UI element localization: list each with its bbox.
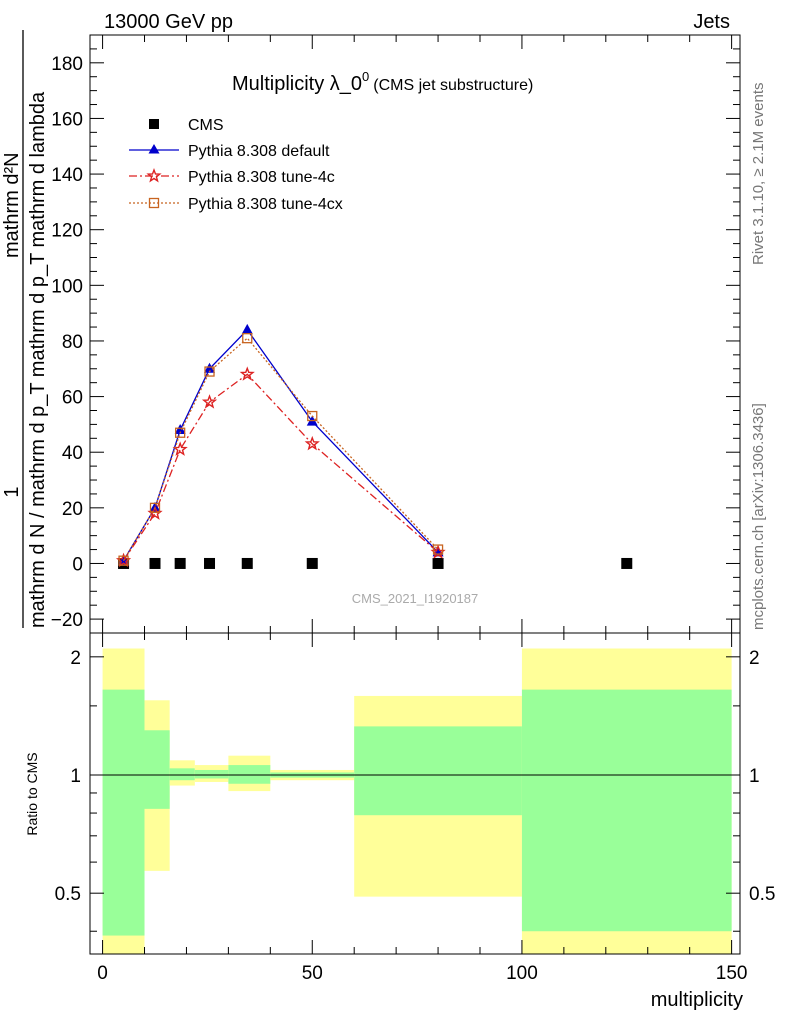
y-label-frac-numerator: mathrm d²N bbox=[1, 152, 23, 258]
main-y-axis: −20 0 20 40 60 80 100 120 140 160 180 bbox=[51, 34, 740, 631]
ratio-band-inner bbox=[102, 689, 145, 936]
default-point bbox=[241, 323, 253, 334]
ratio-x-axis: 0 50 100 150 bbox=[97, 633, 747, 984]
chart-title: Multiplicity λ_00(CMS jet substructure) bbox=[232, 69, 533, 95]
ratio-y-tick-label-right: 0.5 bbox=[749, 884, 775, 905]
x-tick-label: 100 bbox=[506, 963, 538, 984]
y-tick-label: 0 bbox=[72, 554, 83, 575]
legend-label-cms: CMS bbox=[188, 117, 224, 134]
y-tick-label: −20 bbox=[51, 610, 83, 631]
y-tick-label: 80 bbox=[62, 332, 83, 353]
ratio-plot: 0.5 0.5 1 1 2 2 0 50 100 150 bbox=[55, 632, 775, 984]
y-label-numerator-one: 1 bbox=[1, 486, 23, 497]
cms-point bbox=[204, 557, 216, 569]
x-tick-label: 150 bbox=[716, 963, 748, 984]
legend-marker-tune4c bbox=[146, 168, 162, 183]
tune4c-point bbox=[201, 394, 218, 409]
x-axis-label: multiplicity bbox=[651, 989, 743, 1011]
ratio-band-inner bbox=[194, 769, 229, 779]
legend-marker-default bbox=[148, 144, 160, 154]
series-line-2 bbox=[122, 373, 439, 562]
ratio-y-tick-label-right: 2 bbox=[749, 648, 760, 669]
series-line-1 bbox=[122, 328, 439, 562]
tune4c-point bbox=[172, 441, 188, 456]
tune4cx-point bbox=[118, 555, 129, 566]
ratio-y-tick-label: 1 bbox=[70, 766, 81, 787]
ratio-band-inner bbox=[521, 689, 732, 932]
y-tick-label: 120 bbox=[51, 221, 83, 242]
main-series bbox=[115, 323, 633, 569]
cms-point bbox=[174, 557, 186, 569]
tune4cx-point bbox=[307, 410, 318, 422]
energy-label: 13000 GeV pp bbox=[104, 11, 233, 33]
legend: CMS Pythia 8.308 default Pythia 8.308 tu… bbox=[129, 117, 343, 213]
ratio-band-inner bbox=[354, 726, 522, 816]
legend-label-tune4cx: Pythia 8.308 tune-4cx bbox=[188, 196, 343, 213]
rivet-label: Rivet 3.1.10, ≥ 2.1M events bbox=[750, 83, 767, 266]
jets-label: Jets bbox=[693, 11, 730, 33]
x-tick-label: 50 bbox=[302, 963, 323, 984]
ratio-y-tick-label-right: 1 bbox=[749, 766, 760, 787]
cms-point bbox=[306, 557, 318, 569]
y-label-denominator: mathrm d N / mathrm d p_T mathrm d p_T m… bbox=[27, 91, 49, 628]
ratio-y-axis: 0.5 0.5 1 1 2 2 bbox=[55, 648, 775, 932]
y-tick-label: 160 bbox=[51, 109, 83, 130]
legend-marker-tune4cx bbox=[148, 197, 160, 209]
y-tick-label: 20 bbox=[62, 499, 83, 520]
mcplots-label: mcplots.cern.ch [arXiv:1306.3436] bbox=[750, 403, 767, 630]
main-y-label: 1 mathrm d N / mathrm d p_T mathrm d p_T… bbox=[1, 30, 49, 628]
analysis-watermark: CMS_2021_I1920187 bbox=[352, 591, 479, 606]
ratio-y-tick-label: 0.5 bbox=[55, 884, 81, 905]
y-tick-label: 100 bbox=[51, 276, 83, 297]
legend-marker-cms bbox=[149, 119, 159, 129]
ratio-band-inner bbox=[228, 765, 271, 784]
cms-point bbox=[432, 557, 444, 569]
legend-item-default: Pythia 8.308 default bbox=[129, 143, 330, 160]
legend-item-tune4c: Pythia 8.308 tune-4c bbox=[129, 168, 335, 186]
y-tick-label: 40 bbox=[62, 443, 83, 464]
ratio-bands bbox=[102, 648, 732, 954]
main-x-axis bbox=[102, 35, 733, 633]
legend-item-cms: CMS bbox=[149, 117, 224, 134]
tune4c-point bbox=[239, 366, 255, 381]
cms-point bbox=[621, 557, 633, 569]
y-tick-label: 60 bbox=[62, 388, 83, 409]
y-tick-label: 180 bbox=[51, 54, 83, 75]
tune4cx-point bbox=[204, 366, 215, 377]
x-tick-label: 0 bbox=[97, 963, 108, 984]
tune4cx-point bbox=[432, 544, 444, 555]
legend-label-tune4c: Pythia 8.308 tune-4c bbox=[188, 169, 335, 186]
y-tick-label: 140 bbox=[51, 165, 83, 186]
tune4c-point bbox=[304, 435, 320, 451]
default-point bbox=[174, 423, 186, 434]
main-plot: −20 0 20 40 60 80 100 120 140 160 180 Multiplicity… bbox=[51, 34, 741, 634]
legend-item-tune4cx: Pythia 8.308 tune-4cx bbox=[129, 196, 343, 213]
tune4cx-point bbox=[175, 427, 186, 438]
tune4cx-point bbox=[149, 502, 161, 513]
legend-label-default: Pythia 8.308 default bbox=[188, 143, 330, 160]
ratio-y-label: Ratio to CMS bbox=[24, 752, 40, 835]
default-point bbox=[204, 362, 216, 373]
ratio-y-tick-label: 2 bbox=[70, 648, 81, 669]
ratio-plot-frame bbox=[89, 632, 741, 955]
cms-point bbox=[149, 557, 161, 569]
cms-point bbox=[241, 557, 253, 569]
series-line-3 bbox=[122, 337, 439, 562]
ratio-band-inner bbox=[169, 768, 195, 781]
tune4cx-point bbox=[242, 333, 253, 344]
ratio-band-inner bbox=[144, 730, 170, 809]
